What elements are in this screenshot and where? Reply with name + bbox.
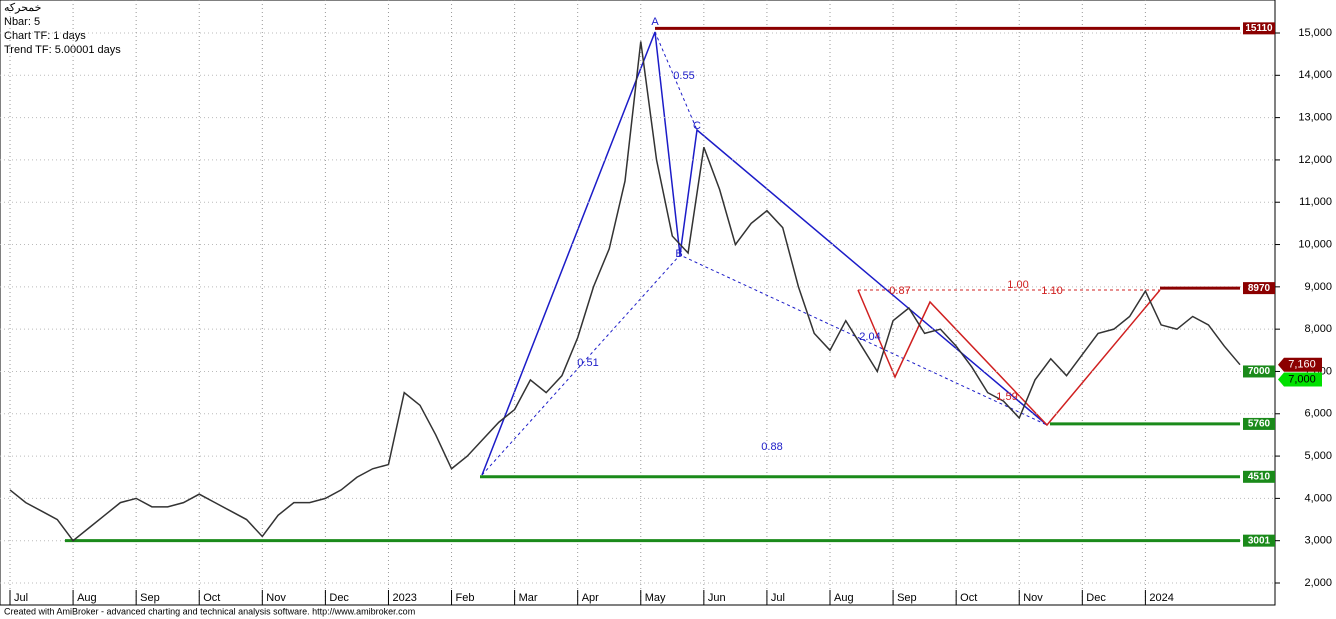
x-tick-label: Dec: [1086, 592, 1106, 604]
level-label: 7000: [1248, 366, 1271, 377]
x-tick-label: Jun: [708, 592, 726, 604]
annotation: 2.04: [859, 331, 880, 343]
annotation: 0.55: [673, 70, 694, 82]
plot-area: [0, 0, 1276, 606]
y-tick-label: 2,000: [1304, 577, 1332, 589]
x-tick-label: May: [645, 592, 666, 604]
annotation: 0.88: [761, 441, 782, 453]
annotation: 0.51: [577, 357, 598, 369]
price-tag: [1278, 357, 1322, 372]
y-tick-label: 9,000: [1304, 281, 1332, 293]
annotation: 1.10: [1041, 285, 1062, 297]
x-tick-label: Nov: [266, 592, 286, 604]
x-tick-label: Mar: [519, 592, 538, 604]
x-tick-label: Jul: [14, 592, 28, 604]
annotation: 1.59: [996, 391, 1017, 403]
level-label: 3001: [1248, 535, 1271, 546]
pattern-lines: [481, 31, 1161, 476]
x-tick-label: Jul: [771, 592, 785, 604]
annotation: 0.87: [889, 285, 910, 297]
y-tick-label: 13,000: [1298, 112, 1332, 124]
y-tick-label: 4,000: [1304, 492, 1332, 504]
x-tick-label: Nov: [1023, 592, 1043, 604]
level-label: 15110: [1245, 23, 1273, 34]
price-tag-label: 7,160: [1288, 359, 1316, 371]
symbol: خمحرکه: [4, 2, 41, 14]
price-tag-label: 7,000: [1288, 373, 1316, 385]
x-tick-label: 2024: [1149, 592, 1173, 604]
level-box: [1243, 534, 1275, 547]
x-tick-label: Dec: [329, 592, 349, 604]
y-tick-label: 6,000: [1304, 408, 1332, 420]
x-tick-label: Apr: [582, 592, 599, 604]
annotation: C: [693, 120, 701, 132]
level-box: [1243, 470, 1275, 483]
y-tick-label: 5,000: [1304, 450, 1332, 462]
x-tick-label: Feb: [456, 592, 475, 604]
y-tick-label: 11,000: [1299, 196, 1332, 208]
x-tick-label: Sep: [140, 592, 160, 604]
header-line: Nbar: 5: [4, 16, 40, 28]
y-tick-label: 15,000: [1298, 27, 1332, 39]
annotation: A: [651, 16, 659, 28]
annotation: B: [675, 248, 682, 260]
level-label: 4510: [1248, 471, 1271, 482]
x-tick-label: Sep: [897, 592, 917, 604]
level-label: 5760: [1248, 419, 1271, 430]
level-label: 8970: [1248, 283, 1271, 294]
y-tick-label: 10,000: [1298, 238, 1332, 250]
y-tick-label: 3,000: [1304, 535, 1332, 547]
header-line: Chart TF: 1 days: [4, 30, 86, 42]
harmonic-dashed: [481, 254, 1048, 476]
x-tick-label: Aug: [77, 592, 97, 604]
y-tick-label: 8,000: [1304, 323, 1332, 335]
red-pattern: [857, 289, 1161, 427]
level-box: [1243, 417, 1275, 430]
price-line: [9, 41, 1241, 542]
x-tick-label: Aug: [834, 592, 854, 604]
level-box: [1243, 365, 1275, 378]
x-tick-label: Oct: [203, 592, 220, 604]
annotation: 1.00: [1007, 279, 1028, 291]
level-box: [1243, 282, 1275, 295]
level-box: [1243, 22, 1275, 35]
y-tick-label: 14,000: [1298, 69, 1332, 81]
footer: Created with AmiBroker - advanced charti…: [4, 606, 415, 616]
x-tick-label: 2023: [392, 592, 416, 604]
price-tag: [1278, 372, 1322, 387]
x-tick-label: Oct: [960, 592, 977, 604]
y-tick-label: 12,000: [1298, 154, 1332, 166]
header-line: Trend TF: 5.00001 days: [4, 44, 121, 56]
